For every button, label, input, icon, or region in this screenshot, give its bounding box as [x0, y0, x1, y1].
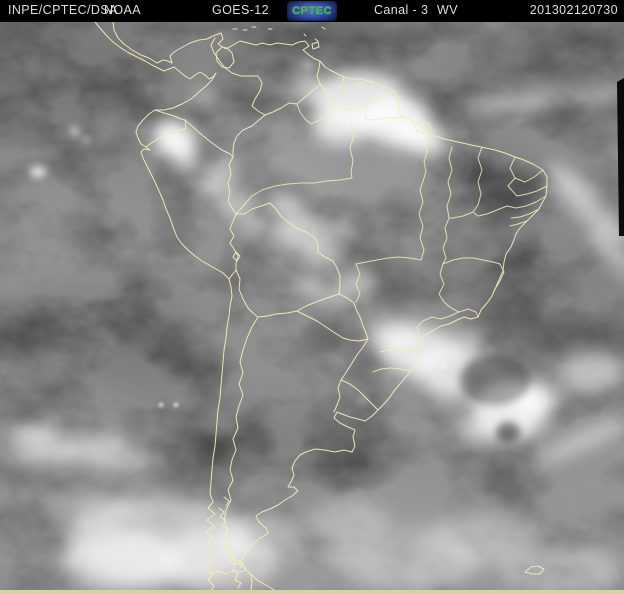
station-marker	[357, 82, 364, 89]
colombia-ecuador-border	[154, 109, 186, 121]
antilles-islands	[232, 26, 326, 42]
timestamp-label: 201302120730	[529, 3, 618, 17]
scan-edge-black-bar	[617, 78, 624, 236]
cloud-detail-layer	[30, 61, 530, 442]
pacific-coastline	[94, 22, 233, 594]
chilean-fjords	[218, 496, 244, 589]
country-borders	[94, 22, 548, 594]
colombia-peru-border	[184, 119, 234, 158]
colombia-venezuela-border	[210, 37, 266, 116]
trinidad-island	[311, 41, 320, 50]
pinpoint-cloud-layer	[159, 365, 445, 407]
peru-brazil-border	[227, 156, 237, 215]
brazil-state-borders	[235, 103, 548, 373]
guiana-brazil-border	[367, 90, 395, 105]
paraguay-brazil-border	[338, 293, 369, 340]
cptec-logo: CPTEC	[287, 1, 337, 21]
venezuela-guyana-border	[316, 60, 321, 85]
agency-label: INPE/CPTEC/DSA	[8, 3, 118, 17]
cptec-logo-text: CPTEC	[292, 5, 332, 17]
uruguay-argentina-border	[333, 379, 342, 413]
bolivia-argentina-border	[257, 310, 298, 318]
cloud-layer	[7, 70, 624, 594]
noaa-label: NOAA	[104, 3, 142, 17]
chile-argentina-border	[222, 316, 259, 571]
peru-chile-border	[228, 269, 237, 280]
bolivia-paraguay-border	[296, 293, 340, 312]
bolivia-brazil-border	[235, 202, 341, 295]
magellan-strait	[205, 569, 247, 575]
satellite-label: GOES-12	[212, 3, 269, 17]
title-bar: INPE/CPTEC/DSA NOAA GOES-12 CPTEC Canal …	[0, 0, 624, 22]
channel-label: Canal - 3	[374, 3, 429, 17]
satellite-image	[0, 22, 624, 594]
guyana-suriname-border	[337, 76, 345, 108]
brazil-argentina-border	[340, 338, 369, 381]
south-atlantic-island	[524, 565, 545, 575]
ecuador-peru-border	[145, 119, 187, 148]
colombia-brazil-border	[232, 114, 266, 158]
band-label: WV	[437, 3, 458, 17]
chile-bolivia-border	[235, 269, 259, 318]
bottom-edge-line	[0, 590, 624, 594]
marajo-island	[413, 120, 432, 134]
atlantic-coastline	[112, 22, 548, 594]
guyana-brazil-border	[319, 83, 339, 108]
brazil-uruguay-border	[340, 379, 379, 411]
suriname-guiana-border	[367, 81, 374, 105]
peru-bolivia-border	[229, 213, 239, 271]
satellite-canvas	[0, 22, 624, 594]
paraguay-argentina-border	[296, 310, 369, 342]
suriname-brazil-border	[337, 103, 369, 112]
